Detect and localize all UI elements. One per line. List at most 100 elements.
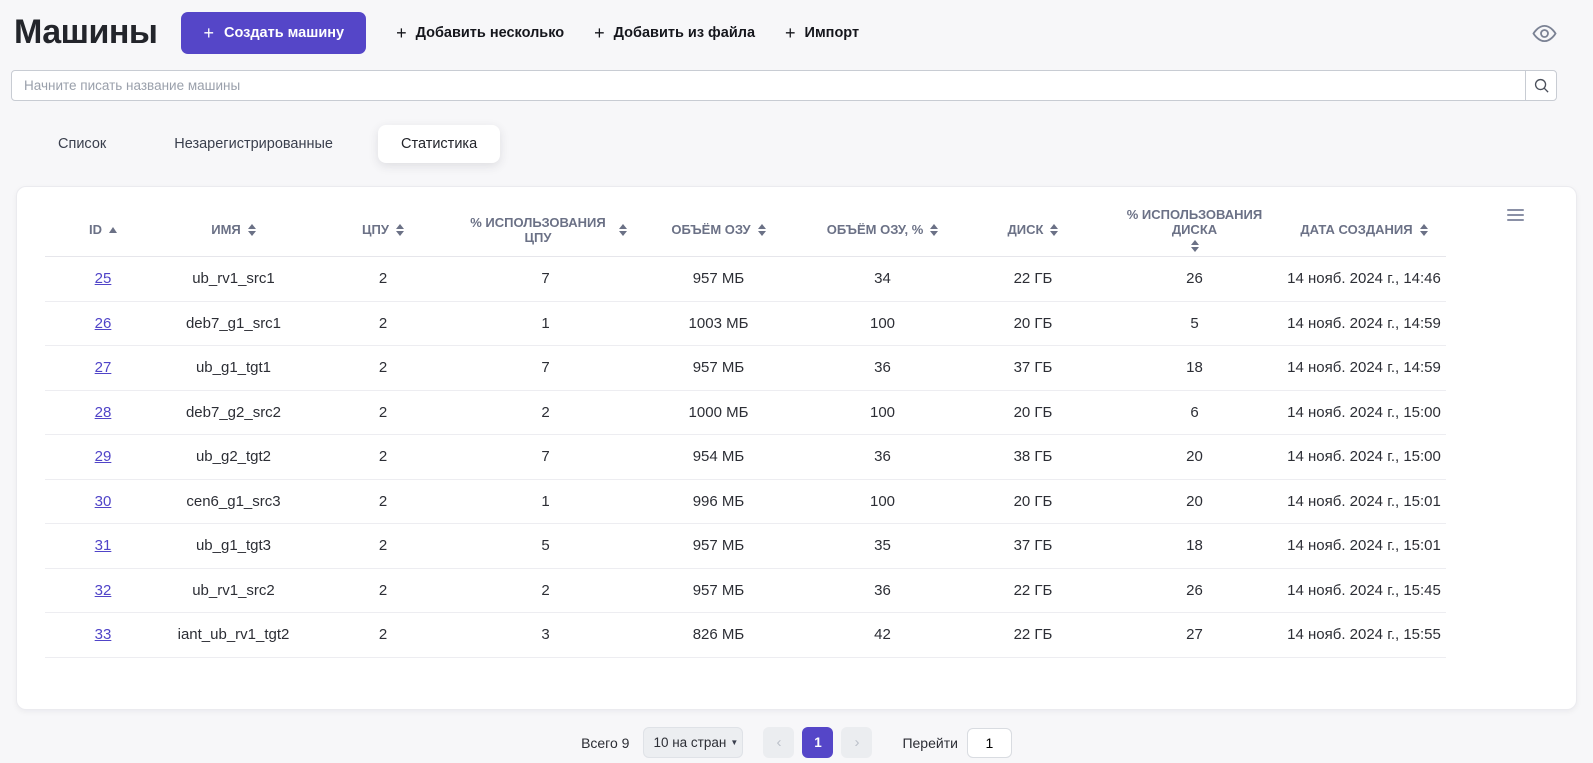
column-header[interactable]: ЦПУ [306, 203, 460, 257]
table-cell: 1003 МБ [631, 301, 806, 346]
statistics-card: ID ИМЯ ЦПУ % ИСПОЛЬЗОВАНИЯ ЦПУ ОБЪЁМ ОЗУ ОБЪЁ… [16, 186, 1577, 710]
current-page-button[interactable]: 1 [802, 727, 834, 758]
column-header-label: ЦПУ [362, 222, 389, 237]
table-cell: 14 нояб. 2024 г., 15:01 [1282, 523, 1446, 569]
table-cell: 32 [45, 568, 161, 613]
table-cell: 2 [460, 568, 631, 613]
chevron-right-icon: › [854, 734, 860, 751]
table-cell: 2 [306, 345, 460, 391]
add-from-file-label: Добавить из файла [613, 25, 756, 41]
table-cell: 6 [1107, 390, 1282, 435]
goto-page-input[interactable] [966, 727, 1012, 758]
table-cell: 36 [806, 345, 959, 391]
add-from-file-button[interactable]: + Добавить из файла [594, 24, 755, 42]
table-cell: 26 [1107, 256, 1282, 302]
table-cell: 20 ГБ [959, 301, 1107, 346]
table-cell: 27 [45, 345, 161, 391]
tab-list[interactable]: Список [58, 136, 107, 152]
table-cell: 2 [306, 434, 460, 480]
table-cell: 27 [1107, 612, 1282, 658]
table-cell: 20 ГБ [959, 479, 1107, 524]
table-cell: 7 [460, 256, 631, 302]
table-cell: 2 [306, 479, 460, 524]
pagination: Всего 9 10 на стран ▼ ‹ 1 › Перейти [0, 727, 1593, 758]
table-row: 25 ub_rv1_src1 2 7 957 МБ 34 22 ГБ 26 14 нояб. 2… [45, 256, 1446, 302]
row-id-link[interactable]: 29 [94, 448, 112, 466]
plus-icon: + [594, 23, 605, 43]
table-cell: 957 МБ [631, 523, 806, 569]
table-header-row: ID ИМЯ ЦПУ % ИСПОЛЬЗОВАНИЯ ЦПУ ОБЪЁМ ОЗУ ОБЪЁ… [45, 203, 1446, 257]
sort-asc-icon [109, 226, 117, 233]
column-header[interactable]: % ИСПОЛЬЗОВАНИЯ ДИСКА [1107, 203, 1282, 257]
column-header[interactable]: ОБЪЁМ ОЗУ [631, 203, 806, 257]
column-header-label: ОБЪЁМ ОЗУ, % [826, 222, 924, 237]
table-cell: 3 [460, 612, 631, 658]
plus-icon: + [203, 23, 214, 43]
sort-both-icon [1190, 240, 1199, 252]
next-page-button[interactable]: › [841, 727, 873, 758]
table-row: 27 ub_g1_tgt1 2 7 957 МБ 36 37 ГБ 18 14 нояб. 20… [45, 345, 1446, 391]
table-row: 30 cen6_g1_src3 2 1 996 МБ 100 20 ГБ 20 14 нояб.… [45, 479, 1446, 524]
row-id-link[interactable]: 26 [94, 314, 112, 332]
row-id-link[interactable]: 28 [94, 403, 112, 421]
tab-statistics[interactable]: Статистика [378, 125, 501, 163]
table-cell: 42 [806, 612, 959, 658]
table-cell: 20 ГБ [959, 390, 1107, 435]
search-button[interactable] [1525, 71, 1556, 100]
table-cell: 957 МБ [631, 568, 806, 613]
column-header[interactable]: ОБЪЁМ ОЗУ, % [806, 203, 959, 257]
page-size-value: 10 на стран [653, 735, 727, 750]
table-cell: deb7_g2_src2 [161, 390, 306, 435]
page-title: Машины [14, 13, 158, 52]
table-body: 25 ub_rv1_src1 2 7 957 МБ 34 22 ГБ 26 14 нояб. 2… [45, 256, 1446, 658]
search-icon [1534, 78, 1549, 93]
table-cell: 826 МБ [631, 612, 806, 658]
column-header[interactable]: ИМЯ [161, 203, 306, 257]
table-cell: 7 [460, 345, 631, 391]
table-cell: 100 [806, 390, 959, 435]
table-cell: 100 [806, 301, 959, 346]
row-id-link[interactable]: 30 [94, 492, 112, 510]
row-id-link[interactable]: 27 [94, 359, 112, 377]
table-cell: 26 [1107, 568, 1282, 613]
table-cell: ub_g1_tgt1 [161, 345, 306, 391]
search-bar [11, 70, 1557, 101]
table-cell: 14 нояб. 2024 г., 14:59 [1282, 301, 1446, 346]
table-cell: 5 [460, 523, 631, 569]
eye-icon[interactable] [1531, 24, 1558, 43]
row-id-link[interactable]: 31 [94, 537, 112, 555]
table-cell: 2 [460, 390, 631, 435]
column-header[interactable]: ДИСК [959, 203, 1107, 257]
column-header[interactable]: % ИСПОЛЬЗОВАНИЯ ЦПУ [460, 203, 631, 257]
row-id-link[interactable]: 33 [94, 626, 112, 644]
column-settings-icon[interactable] [1507, 209, 1524, 224]
column-header[interactable]: ДАТА СОЗДАНИЯ [1282, 203, 1446, 257]
import-button[interactable]: + Импорт [785, 24, 859, 42]
row-id-link[interactable]: 32 [94, 581, 112, 599]
table-row: 26 deb7_g1_src1 2 1 1003 МБ 100 20 ГБ 5 14 нояб.… [45, 301, 1446, 346]
table-cell: 2 [306, 390, 460, 435]
table-row: 33 iant_ub_rv1_tgt2 2 3 826 МБ 42 22 ГБ 27 14 но… [45, 612, 1446, 658]
table-cell: 18 [1107, 345, 1282, 391]
table-row: 31 ub_g1_tgt3 2 5 957 МБ 35 37 ГБ 18 14 нояб. 20… [45, 523, 1446, 569]
add-multiple-button[interactable]: + Добавить несколько [396, 24, 564, 42]
tab-unregistered[interactable]: Незарегистрированные [174, 136, 333, 152]
create-machine-button[interactable]: + Создать машину [181, 12, 367, 54]
table-cell: 1000 МБ [631, 390, 806, 435]
row-id-link[interactable]: 25 [94, 270, 112, 288]
table-row: 29 ub_g2_tgt2 2 7 954 МБ 36 38 ГБ 20 14 нояб. 20… [45, 434, 1446, 480]
page-size-select[interactable]: 10 на стран ▼ [643, 727, 744, 758]
table-cell: 20 [1107, 479, 1282, 524]
table-cell: deb7_g1_src1 [161, 301, 306, 346]
prev-page-button[interactable]: ‹ [763, 727, 795, 758]
table-cell: 2 [306, 523, 460, 569]
table-cell: 14 нояб. 2024 г., 15:00 [1282, 434, 1446, 480]
table-cell: 14 нояб. 2024 г., 15:45 [1282, 568, 1446, 613]
total-count-label: Всего 9 [581, 734, 630, 751]
column-header[interactable]: ID [45, 203, 161, 257]
table-cell: ub_rv1_src1 [161, 256, 306, 302]
table-cell: 996 МБ [631, 479, 806, 524]
table-cell: 14 нояб. 2024 г., 15:01 [1282, 479, 1446, 524]
table-cell: 1 [460, 479, 631, 524]
search-input[interactable] [12, 71, 1525, 100]
